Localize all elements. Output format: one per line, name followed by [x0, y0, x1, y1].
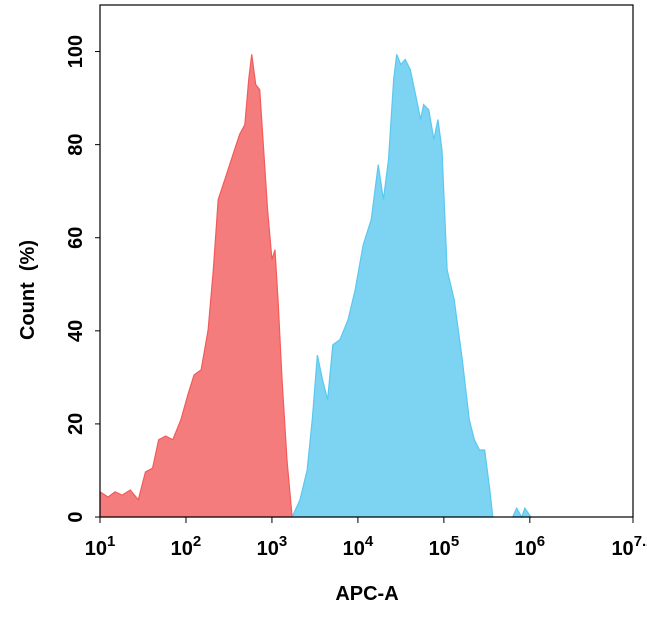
- y-tick-label: 20: [65, 413, 87, 435]
- y-tick-label: 60: [65, 227, 87, 249]
- x-tick-label: 105: [429, 533, 460, 560]
- x-tick-label: 103: [257, 533, 288, 560]
- x-axis-label: APC-A: [335, 583, 398, 605]
- x-tick-label: 106: [515, 533, 546, 560]
- histogram-area: [291, 54, 533, 519]
- y-tick-label: 100: [65, 35, 87, 68]
- histogram-area: [99, 54, 293, 518]
- x-tick-label: 101: [85, 533, 116, 560]
- x-tick-label: 102: [171, 533, 202, 560]
- y-tick-label: 0: [65, 511, 87, 522]
- y-tick-label: 40: [65, 320, 87, 342]
- plot-frame: [99, 4, 634, 518]
- x-tick-label: 107.2: [611, 533, 647, 560]
- y-axis-label: Count (%): [17, 240, 39, 340]
- y-tick-label: 80: [65, 134, 87, 156]
- x-tick-label: 104: [343, 533, 374, 560]
